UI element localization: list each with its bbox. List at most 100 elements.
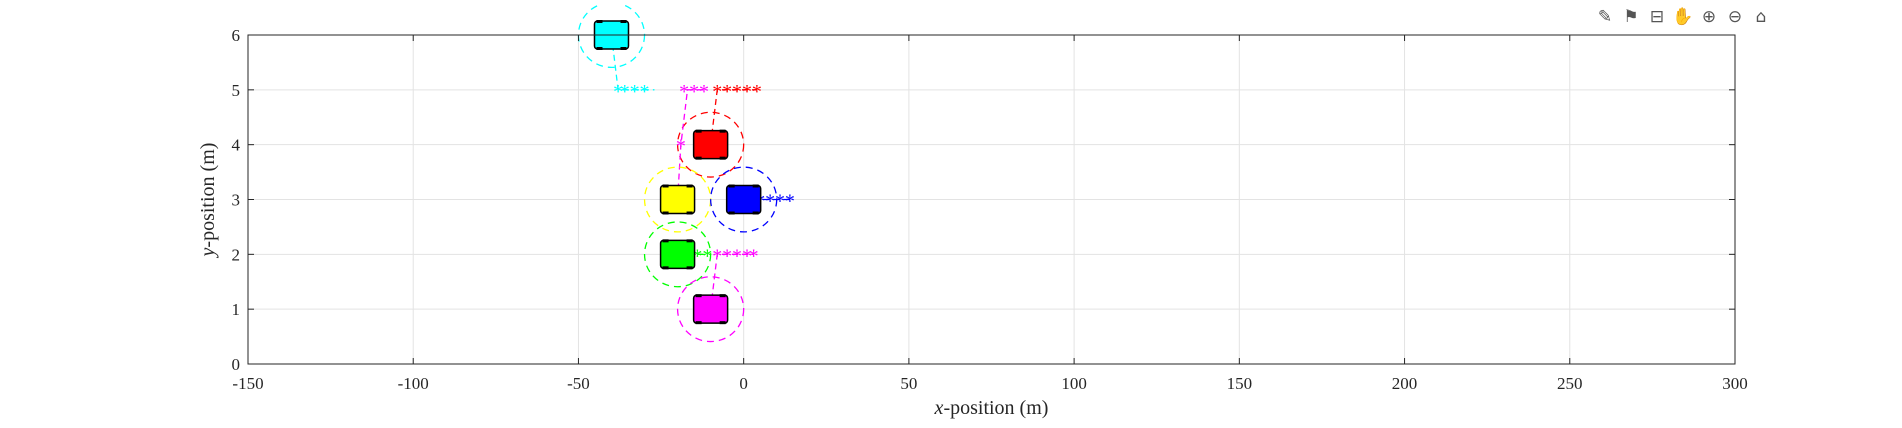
vehicle-wheel	[686, 184, 693, 188]
waypoint-star: *	[699, 81, 709, 103]
vehicle-wheel	[662, 211, 669, 215]
vehicle-body	[725, 184, 762, 215]
vehicle-body	[692, 129, 729, 160]
vehicle-wheel	[695, 321, 702, 325]
datatip-icon[interactable]: ⚑	[1623, 7, 1639, 27]
vehicle-3: ****	[709, 166, 795, 233]
x-tick-label: 150	[1227, 374, 1253, 393]
y-tick-label: 1	[232, 300, 241, 319]
axis-ticks: -150 -100 -50 0 50 100 150 200 250 300 0 1 2 3 4 5 6	[232, 26, 1748, 393]
vehicle-wheel	[662, 239, 669, 243]
vehicle-wheel	[662, 184, 669, 188]
axes-toolbar: ✎ ⚑ ⊟ ✋ ⊕ ⊖ ⌂	[1594, 6, 1772, 28]
waypoint-star: *	[640, 81, 650, 103]
vehicle-body	[692, 294, 729, 324]
waypoint-star: *	[702, 245, 712, 267]
vehicle-wheel	[695, 129, 702, 133]
vehicle-wheel	[596, 20, 603, 23]
y-tick-label: 0	[232, 355, 241, 374]
vehicle-path	[709, 89, 757, 145]
vehicle-wheel	[728, 211, 735, 215]
x-tick-label: 300	[1722, 374, 1748, 393]
waypoint-star: *	[692, 245, 702, 267]
vehicle-wheel	[719, 156, 726, 160]
y-axis-label: y-position (m)	[197, 143, 219, 259]
x-tick-label: 50	[900, 374, 917, 393]
x-tick-label: -50	[567, 374, 590, 393]
waypoint-star: *	[749, 245, 759, 267]
vehicle-2: *****	[643, 81, 712, 233]
restore-view-icon[interactable]: ⊟	[1649, 7, 1665, 27]
waypoint-star: *	[722, 245, 732, 267]
zoom-in-icon[interactable]: ⊕	[1701, 7, 1717, 27]
waypoint-star: *	[732, 245, 742, 267]
pan-hand-icon[interactable]: ✋	[1672, 7, 1694, 27]
y-tick-label: 2	[232, 245, 241, 264]
vehicle-wheel	[686, 239, 693, 243]
vehicle-1: * * * * *	[676, 81, 762, 178]
waypoint-star: *	[712, 245, 722, 267]
safety-circle	[709, 166, 778, 233]
vehicle-5: * * * **	[676, 245, 759, 343]
waypoint-star: *	[732, 81, 742, 103]
x-tick-label: 100	[1061, 374, 1087, 393]
waypoint-star: *	[630, 81, 640, 103]
vehicle-path	[709, 253, 754, 310]
x-tick-label: 0	[739, 374, 748, 393]
waypoint-star: *	[722, 81, 732, 103]
waypoint-star: *	[676, 136, 686, 158]
safety-circle	[643, 221, 712, 288]
x-tick-label: 200	[1392, 374, 1418, 393]
waypoint-star: *	[785, 191, 795, 213]
vehicle-wheel	[620, 20, 627, 23]
vehicle-0: *****	[577, 5, 655, 103]
grid-lines	[247, 34, 1736, 365]
vehicle-body	[659, 239, 696, 270]
waypoint-star: *	[742, 81, 752, 103]
vehicle-path	[610, 34, 655, 91]
y-tick-label: 3	[232, 191, 241, 210]
vehicle-body	[659, 184, 696, 215]
y-tick-label: 4	[232, 136, 241, 155]
x-tick-label: -150	[232, 374, 263, 393]
vehicle-wheel	[695, 156, 702, 160]
waypoint-star: *	[742, 245, 752, 267]
x-axis-label: x-position (m)	[934, 397, 1049, 419]
y-tick-label: 6	[232, 26, 241, 45]
x-tick-label: 250	[1557, 374, 1583, 393]
vehicle-wheel	[686, 211, 693, 215]
x-axis-label-var: x	[934, 397, 944, 419]
x-tick-label: -100	[398, 374, 429, 393]
x-axis-label-rest: -position (m)	[943, 397, 1048, 419]
brush-icon[interactable]: ✎	[1597, 7, 1613, 27]
waypoint-star: *	[679, 81, 689, 103]
waypoint-star: *	[775, 191, 785, 213]
safety-circle	[676, 111, 745, 178]
vehicle-wheel	[728, 184, 735, 188]
vehicle-4: * *	[643, 221, 712, 288]
y-tick-label: 5	[232, 81, 241, 100]
zoom-out-icon[interactable]: ⊖	[1727, 7, 1743, 27]
vehicle-wheel	[620, 47, 627, 50]
y-axis-label-rest: -position (m)	[197, 143, 219, 248]
vehicle-wheel	[695, 294, 702, 298]
waypoint-star: *	[752, 81, 762, 103]
vehicle-wheel	[596, 47, 603, 50]
vehicle-wheel	[719, 294, 726, 298]
waypoint-star: *	[712, 81, 722, 103]
vehicles-layer: **************************	[577, 5, 795, 343]
vehicle-wheel	[686, 266, 693, 270]
y-axis-label-var: y	[197, 247, 219, 258]
waypoint-star: *	[620, 81, 630, 103]
waypoint-star: *	[613, 81, 623, 103]
vehicle-path	[676, 89, 708, 200]
vehicle-wheel	[752, 184, 759, 188]
vehicle-wheel	[719, 321, 726, 325]
safety-circle	[676, 276, 745, 343]
vehicle-wheel	[719, 129, 726, 133]
waypoint-star: *	[765, 191, 775, 213]
waypoint-star: *	[689, 81, 699, 103]
home-icon[interactable]: ⌂	[1755, 7, 1767, 27]
